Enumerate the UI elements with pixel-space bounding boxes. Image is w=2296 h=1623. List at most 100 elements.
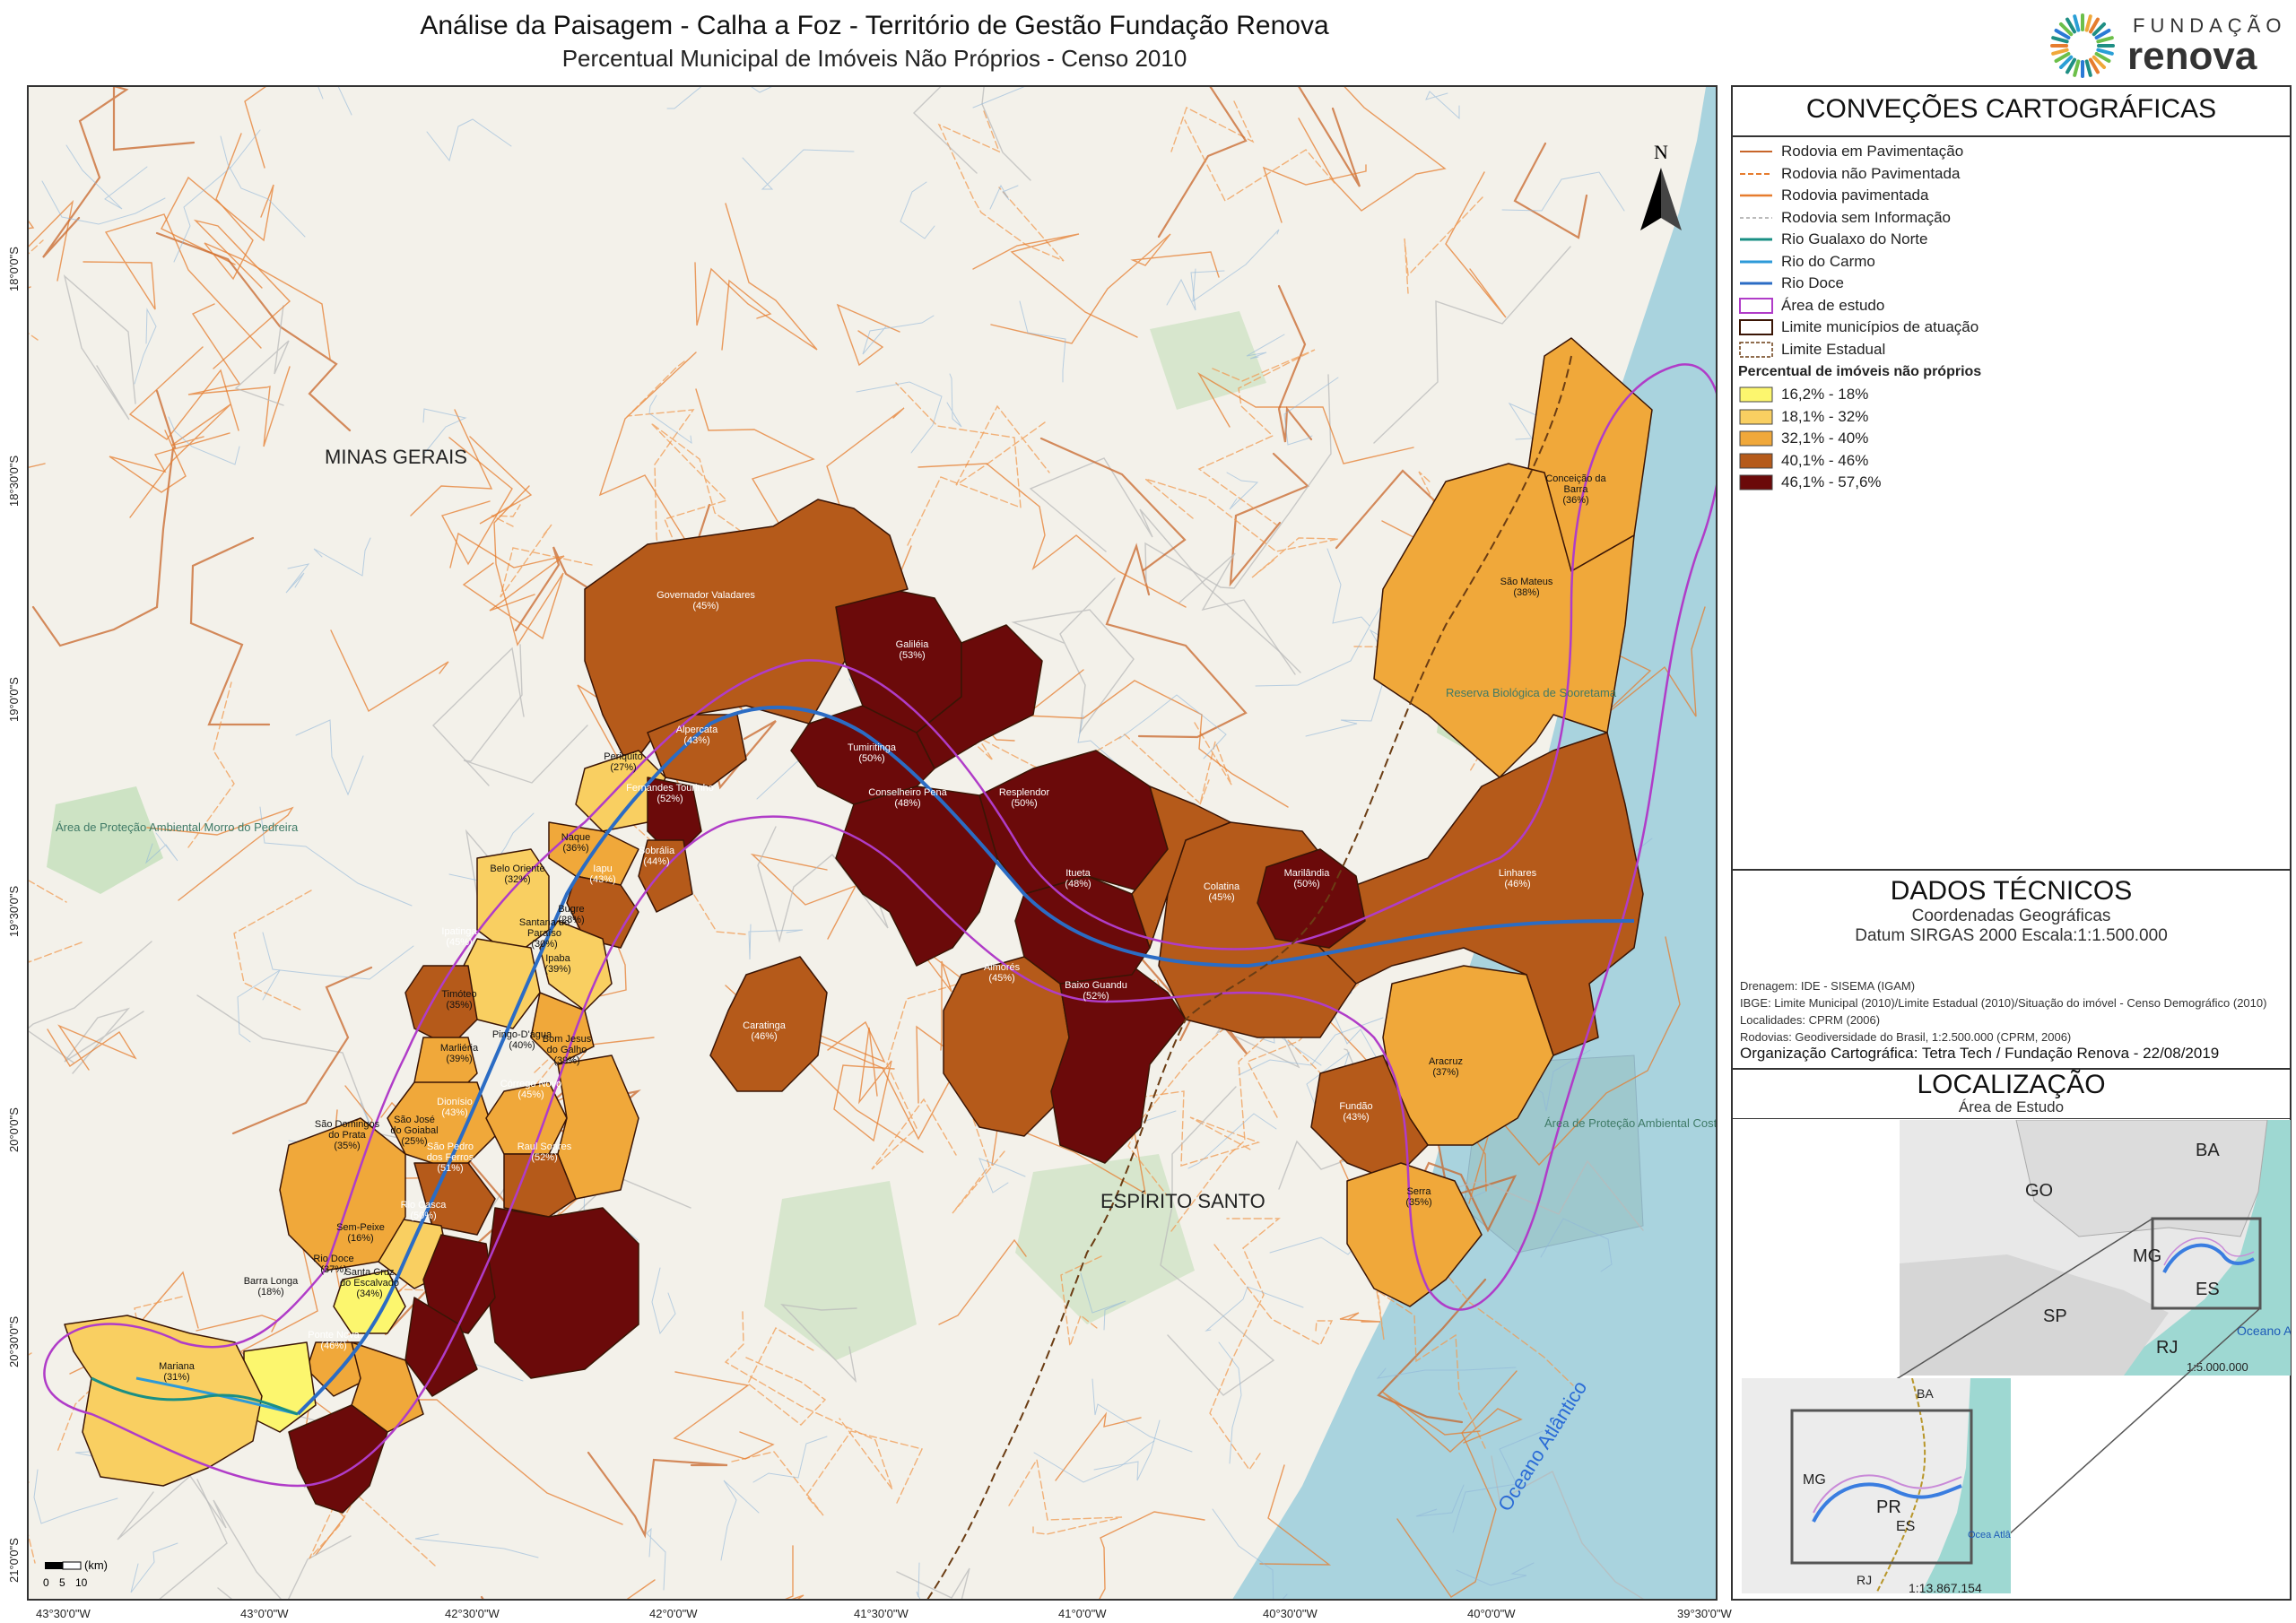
inset-study-box — [2151, 1217, 2262, 1310]
legend-symbol-icon — [1738, 341, 1774, 359]
label-reserva-sooretama: Reserva Biológica de Sooretama — [1446, 686, 1617, 699]
vegetation-patch — [47, 786, 163, 894]
rio-do-carmo-line — [135, 1376, 299, 1416]
legend-item: Limite municípios de atuação — [1738, 317, 2276, 339]
label-minas-gerais: MINAS GERAIS — [325, 446, 467, 468]
municipality-label-cb: Conceição da Barra (36%) — [1545, 473, 1606, 506]
inset-regional: BA MG ES RJ Ocea Atlân — [1742, 1378, 2011, 1593]
legend-class-label: 32,1% - 40% — [1781, 430, 1869, 447]
municipality-sao-domingos-do-prata[interactable] — [279, 1117, 406, 1271]
municipality-sao-pedro-dos-ferros[interactable] — [422, 1234, 496, 1334]
municipality-label-sdp: São Domingos do Prata (35%) — [315, 1119, 380, 1151]
municipality-sobralia[interactable] — [638, 839, 693, 913]
latitude-tick: 20°0'0"S — [7, 1107, 21, 1152]
divider — [1733, 1068, 2290, 1070]
municipality-raul-soares[interactable] — [485, 1207, 639, 1379]
municipality-ipaba[interactable] — [530, 992, 595, 1065]
municipality-marilandia[interactable] — [1257, 848, 1366, 949]
vegetation-patch — [764, 1181, 917, 1360]
legend-list: Rodovia em Pavimentação Rodovia não Pavim… — [1738, 141, 2276, 494]
longitude-tick: 41°0'0"W — [1058, 1607, 1107, 1620]
scale-bar: (km) 0 5 10 — [43, 1558, 108, 1589]
latitude-tick: 20°30'0"S — [7, 1315, 21, 1367]
legend-class-label: 16,2% - 18% — [1781, 386, 1869, 404]
inset-label-mg: MG — [2133, 1246, 2161, 1266]
municipality-label-mar: Marilândia (50%) — [1284, 868, 1331, 890]
legend-class-item: 40,1% - 46% — [1738, 450, 2276, 473]
inset2-label-es: ES — [1896, 1519, 1915, 1534]
label-apa-morro-pedreira: Área de Proteção Ambiental Morro do Pedr… — [56, 820, 299, 834]
municipality-conselheiro-pena[interactable] — [835, 785, 998, 967]
legend-symbol-icon — [1738, 253, 1774, 271]
municipality-label-ipt: Ipatinga (45%) — [441, 926, 477, 948]
legend-swatch-icon — [1738, 473, 1774, 491]
legend-item-label: Limite municípios de atuação — [1781, 318, 1979, 336]
label-espirito-santo: ESPÍRITO SANTO — [1100, 1190, 1265, 1212]
municipality-baixo-guandu[interactable] — [1050, 965, 1187, 1164]
study-area-outline — [43, 363, 1716, 1488]
municipality-label-rd: Rio Doce (37%) — [313, 1254, 353, 1275]
legend-item-label: Rodovia pavimentada — [1781, 187, 1929, 204]
legend-class-item: 16,2% - 18% — [1738, 384, 2276, 406]
municipality-label-pda: Pingo-D'água (40%) — [492, 1029, 552, 1051]
municipality-label-ser: Serra (35%) — [1405, 1186, 1431, 1208]
longitude-tick: 43°30'0"W — [36, 1607, 91, 1620]
legend-class-label: 18,1% - 32% — [1781, 407, 1869, 425]
municipality-aimores[interactable] — [943, 956, 1070, 1137]
legend-item: Rodovia não Pavimentada — [1738, 163, 2276, 186]
municipality-itueta[interactable] — [1014, 875, 1151, 985]
municipality-serra[interactable] — [1346, 1162, 1483, 1307]
longitude-tick: 39°30'0"W — [1677, 1607, 1732, 1620]
municipality-sao-mateus[interactable] — [1373, 463, 1635, 778]
municipality-resplendor-east[interactable] — [1131, 785, 1231, 949]
municipality-ponte-nova[interactable] — [288, 1404, 388, 1514]
municipality-label-cp: Conselheiro Pena (48%) — [868, 787, 947, 809]
municipality-fundao[interactable] — [1310, 1055, 1429, 1182]
legend-symbol-icon — [1738, 274, 1774, 292]
legend-class-item: 46,1% - 57,6% — [1738, 472, 2276, 494]
inset2-label-rj: RJ — [1857, 1573, 1872, 1587]
legend-item-label: Rodovia sem Informação — [1781, 208, 1951, 226]
municipality-label-ara: Aracruz (37%) — [1429, 1056, 1463, 1078]
legend-item: Área de estudo — [1738, 295, 2276, 317]
municipality-label-ipb: Ipaba (39%) — [544, 953, 570, 975]
latitude-tick: 21°0'0"S — [7, 1538, 21, 1583]
map-subtitle: Percentual Municipal de Imóveis Não Próp… — [561, 45, 1187, 72]
municipality-label-itu: Itueta (48%) — [1065, 868, 1091, 890]
municipality-label-mrn: Mariana (31%) — [159, 1361, 196, 1383]
legend-item: Rodovia em Pavimentação — [1738, 141, 2276, 163]
legend-class-label: 40,1% - 46% — [1781, 451, 1869, 469]
municipality-label-spf: São Pedro dos Ferros (51%) — [427, 1141, 474, 1174]
municipality-belo-oriente[interactable] — [476, 848, 550, 958]
municipality-sem-peixe[interactable] — [333, 1270, 406, 1334]
municipality-corrego-novo[interactable] — [503, 1153, 577, 1218]
rio-gualaxo-do-norte-line — [91, 1376, 299, 1416]
municipality-label-aim: Aimorés (45%) — [984, 962, 1021, 984]
legend-swatch-icon — [1738, 408, 1774, 426]
source-localidades: Localidades: CPRM (2006) — [1740, 1013, 1881, 1027]
inset-label-ba: BA — [2196, 1141, 2220, 1160]
scale-tick-5: 5 — [59, 1576, 65, 1589]
legend-symbol-icon — [1738, 318, 1774, 336]
legend-class-title: Percentual de imóveis não próprios — [1738, 364, 1982, 379]
inset-scale-1: 1:5.000.000 — [2187, 1360, 2248, 1374]
legend-item-label: Limite Estadual — [1781, 340, 1886, 358]
municipality-bom-jesus-do-galho[interactable] — [557, 1055, 639, 1200]
municipality-caratinga[interactable] — [709, 956, 828, 1092]
legend-item-label: Rodovia em Pavimentação — [1781, 143, 1964, 161]
legend-item-label: Área de estudo — [1781, 296, 1885, 314]
municipality-galileia-north[interactable] — [916, 624, 1043, 769]
municipality-label-rca: Rio Casca (50%) — [401, 1200, 448, 1221]
municipality-label-bo: Belo Oriente (32%) — [490, 864, 544, 885]
rio-doce-line — [296, 705, 1635, 1416]
source-drenagem: Drenagem: IDE - SISEMA (IGAM) — [1740, 979, 1916, 993]
source-ibge: IBGE: Limite Municipal (2010)/Limite Est… — [1740, 996, 2267, 1010]
map-canvas[interactable]: MINAS GERAIS ESPÍRITO SANTO Oceano Atlân… — [27, 85, 1718, 1601]
latitude-tick: 18°30'0"S — [7, 455, 21, 507]
legend-symbol-icon — [1738, 209, 1774, 227]
municipality-dionisio[interactable] — [413, 1162, 496, 1236]
municipality-rio-casca[interactable] — [404, 1297, 478, 1397]
renova-logo-icon — [2050, 13, 2115, 78]
legend-item-label: Rio do Carmo — [1781, 252, 1875, 270]
scale-unit: (km) — [84, 1558, 108, 1572]
